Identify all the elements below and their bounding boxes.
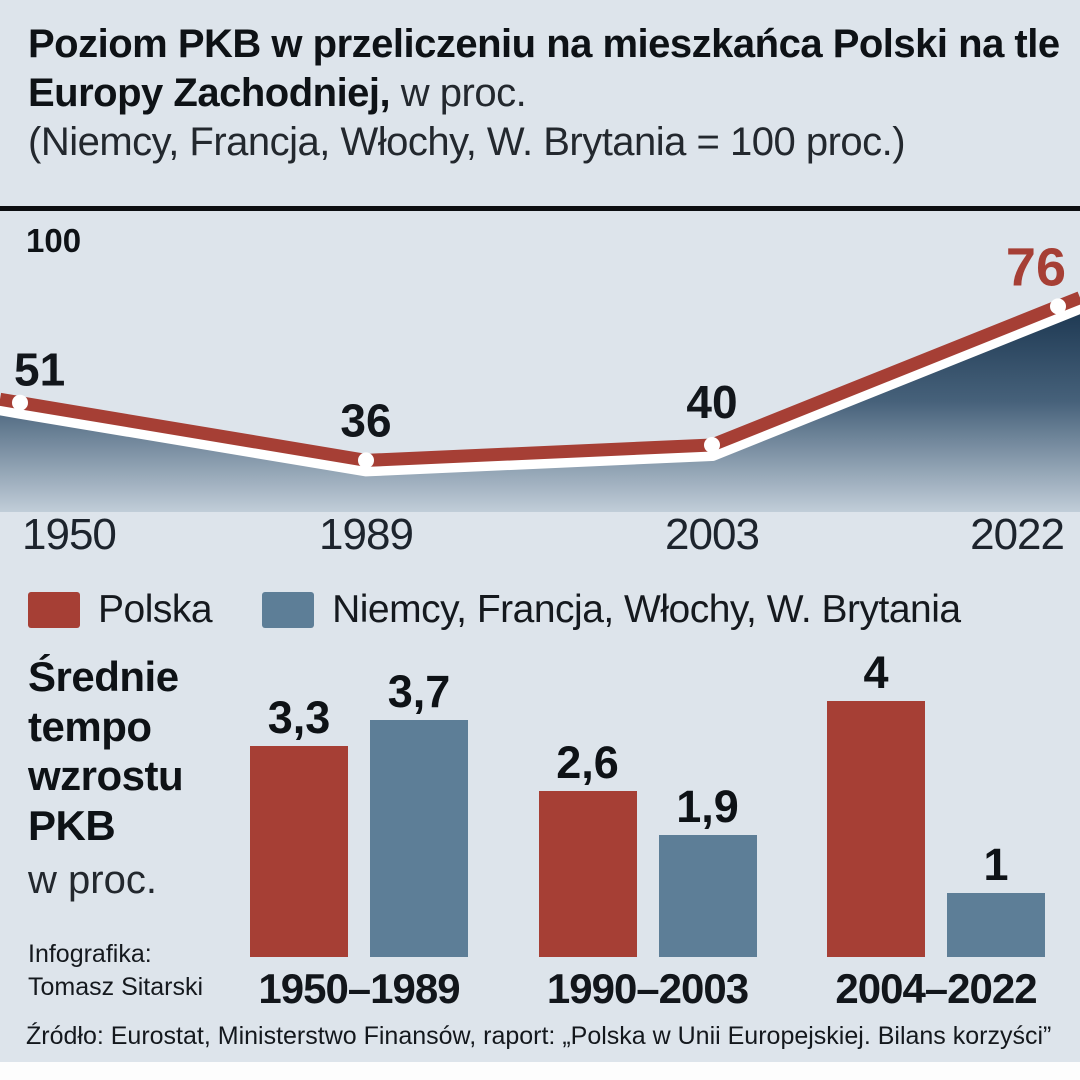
page-title-unit: w proc. xyxy=(390,70,527,115)
data-point-label: 36 xyxy=(340,394,391,446)
data-point-dot xyxy=(12,394,28,411)
credits-line2: Tomasz Sitarski xyxy=(28,972,204,1001)
source-note: Źródło: Eurostat, Ministerstwo Finansów,… xyxy=(26,1022,1052,1050)
data-point-dot xyxy=(704,437,720,453)
x-label-2022: 2022 xyxy=(970,510,1065,559)
bar-value-label: 1 xyxy=(983,839,1009,890)
bar-chart-title-unit: w proc. xyxy=(28,858,157,903)
gdp-area xyxy=(0,297,1080,512)
chart-header: Poziom PKB w przeliczeniu na mieszkańca … xyxy=(28,20,1062,166)
bar-period-label: 1990–2003 xyxy=(546,965,749,1012)
data-point-dot xyxy=(358,452,374,469)
data-point-dot xyxy=(1050,298,1066,315)
legend-swatch-west xyxy=(262,592,315,628)
reference-label: 100 xyxy=(26,222,82,259)
bar-groups: 3,3 3,7 1950–1989 2,6 1,9 1990–2003 4 1 2004–202… xyxy=(250,643,1045,1013)
x-label-2003: 2003 xyxy=(665,510,760,559)
bar-group: 3,3 3,7 1950–1989 xyxy=(250,643,468,1013)
bar-group: 4 1 2004–2022 xyxy=(827,643,1045,1013)
bar-chart-title-text: Średnie tempo wzrostu PKB xyxy=(28,653,184,849)
bar xyxy=(947,893,1045,957)
legend-label-west: Niemcy, Francja, Włochy, W. Brytania xyxy=(332,588,961,631)
credits: Infografika: Tomasz Sitarski xyxy=(28,938,203,1003)
legend-swatch-polska xyxy=(28,592,80,628)
legend-label-polska: Polska xyxy=(98,588,213,631)
data-point-label: 40 xyxy=(686,376,737,428)
bar-group: 2,6 1,9 1990–2003 xyxy=(538,643,757,1013)
line-chart-svg: 51 36 40 76 xyxy=(0,237,1080,512)
x-label-1989: 1989 xyxy=(319,510,414,559)
bar-value-label: 3,7 xyxy=(387,666,451,718)
bar-period-label: 1950–1989 xyxy=(258,965,460,1012)
x-axis-labels: 1950 1989 2003 2022 xyxy=(0,510,1080,562)
bar xyxy=(370,720,468,957)
bar xyxy=(538,790,637,957)
legend-item-polska: Polska xyxy=(28,588,213,632)
legend: Polska Niemcy, Francja, Włochy, W. Bryta… xyxy=(28,588,961,632)
bar xyxy=(827,701,925,957)
bar-value-label: 3,3 xyxy=(267,691,331,743)
bar-period-label: 2004–2022 xyxy=(835,965,1037,1012)
bar-value-label: 2,6 xyxy=(556,736,619,788)
page-title: Poziom PKB w przeliczeniu na mieszkańca … xyxy=(28,22,1060,115)
data-point-label: 76 xyxy=(1006,237,1066,297)
bar xyxy=(250,745,348,957)
bottom-strip xyxy=(0,1062,1080,1080)
page-subtitle: (Niemcy, Francja, Włochy, W. Brytania = … xyxy=(28,119,906,164)
bar-value-label: 1,9 xyxy=(676,781,739,833)
x-label-1950: 1950 xyxy=(22,510,117,559)
bar-value-label: 4 xyxy=(863,647,889,698)
data-point-label: 51 xyxy=(14,344,65,396)
legend-item-west: Niemcy, Francja, Włochy, W. Brytania xyxy=(262,588,961,632)
credits-line1: Infografika: xyxy=(28,940,152,968)
bar xyxy=(658,835,757,957)
bar-chart-title: Średnie tempo wzrostu PKB w proc. xyxy=(28,652,228,903)
reference-line-100 xyxy=(0,206,1080,211)
